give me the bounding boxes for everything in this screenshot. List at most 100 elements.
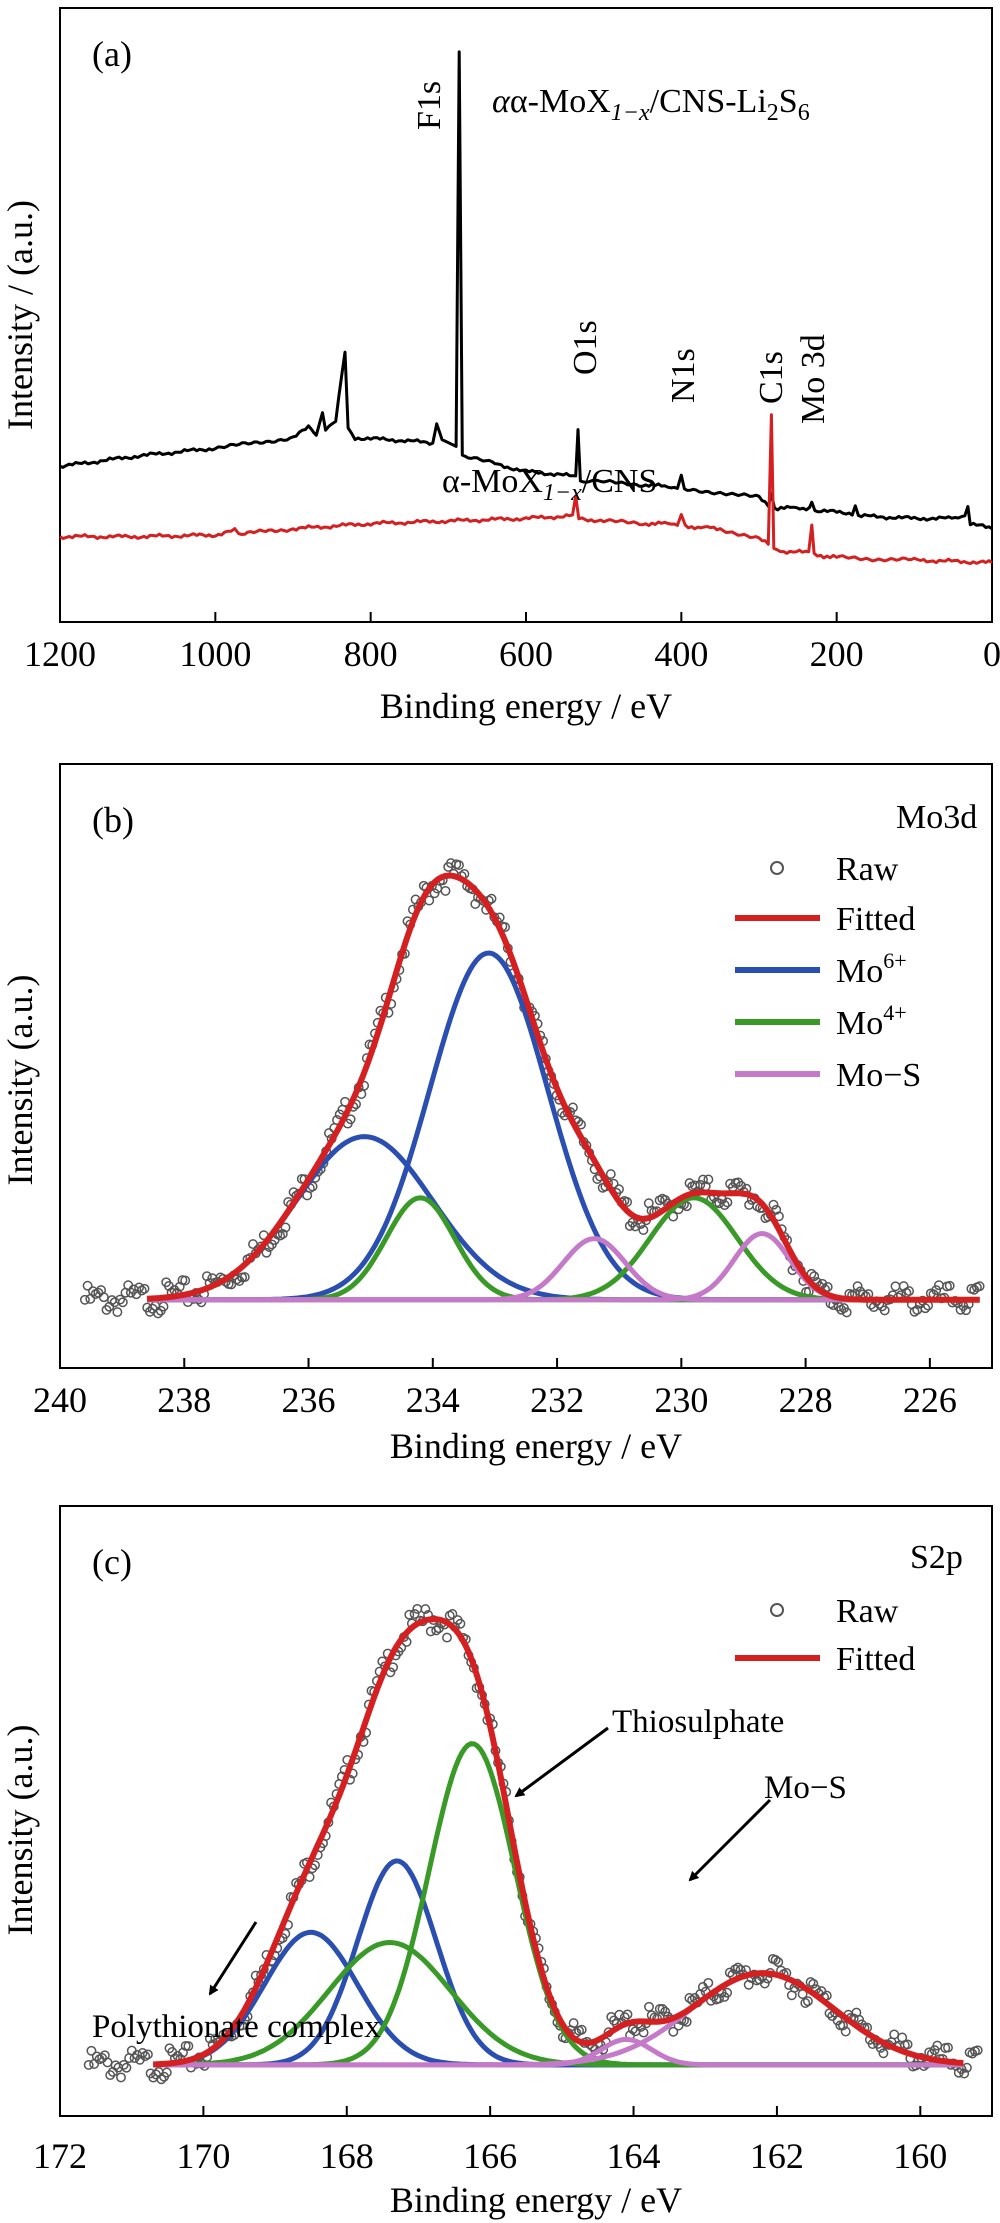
panel-b-title: Mo3d [896,799,977,836]
raw-point [79,1294,90,1305]
raw-point [736,1180,746,1191]
raw-point [802,1996,813,2007]
raw-point [967,2048,978,2059]
raw-point [412,1603,423,1614]
panel-c-frame [59,1505,993,2117]
panel-b-x-tick-label: 238 [157,1380,211,1420]
raw-point [890,1281,901,1292]
panel-a-x-tick-label: 600 [499,634,553,674]
panel-c-legend: Raw Fitted [735,1593,915,1678]
fitted-curve [146,872,980,1303]
raw-point [568,2018,579,2029]
raw-point [118,2059,129,2070]
raw-point [277,1228,288,1239]
raw-point [944,1280,955,1291]
raw-point [429,888,440,899]
raw-point [822,1281,833,1292]
raw-point [115,1294,126,1305]
raw-point [261,1247,272,1258]
panel-b-x-ticks: 240 238 236 234 232 230 228 226 [33,1358,957,1420]
legend-mo4-label: Mo4+ [836,1000,907,1042]
raw-point [904,1286,915,1297]
peak-label-f1s: F1s [411,81,448,130]
raw-point [695,1179,706,1190]
raw-point [841,1307,852,1318]
panel-c-x-tick-label: 172 [33,2136,87,2176]
legend-raw-label: Raw [836,1593,899,1630]
raw-point [703,1174,714,1185]
raw-point [83,2059,94,2070]
raw-point [838,2020,848,2031]
raw-point [239,1272,250,1283]
panel-a-x-axis-title: Binding energy / eV [380,686,672,726]
raw-point [486,893,497,904]
panel-c-x-ticks: 172 170 168 166 164 162 160 [33,2106,947,2176]
raw-point [440,885,451,896]
raw-point [622,2009,633,2020]
raw-point [668,2026,679,2037]
raw-point [82,1280,93,1291]
legend-mo6-label: Mo6+ [836,948,907,990]
panel-c-x-tick-label: 170 [176,2136,230,2176]
panel-a-x-tick-label: 800 [344,634,398,674]
legend-mos-label: Mo−S [836,1057,921,1094]
peak-label-c1s: C1s [753,351,790,404]
raw-point [226,1279,237,1290]
raw-point [139,1283,150,1294]
raw-point [961,2062,972,2073]
raw-point [689,1180,700,1191]
raw-point [879,1305,890,1316]
panel-b-frame [59,763,993,1369]
component-curve-mo-s [147,1236,980,1303]
raw-point [442,1632,452,1643]
panel-b-plot [79,858,985,1319]
panel-c-x-tick-label: 164 [607,2136,661,2176]
peak-label-n1s: N1s [665,348,702,403]
panel-c-plot [83,1603,983,2085]
arrow-polythionate [208,1921,258,1996]
panel-c-title: S2p [910,1539,963,1576]
raw-point [724,1967,735,1978]
series-line-mox-cns [59,413,993,566]
panel-a-x-tick-label: 400 [654,634,708,674]
raw-point [180,1275,191,1286]
raw-point [86,2045,97,2056]
raw-point [832,2015,843,2026]
raw-point [681,1201,692,1212]
panel-b-label: (b) [92,800,134,840]
panel-a-x-tick-label: 0 [983,634,1000,674]
raw-point [959,2068,970,2079]
raw-point [759,1978,770,1989]
raw-point [854,2014,865,2025]
raw-point [972,2045,983,2056]
raw-point [614,1184,624,1195]
peak-label-o1s: O1s [567,320,604,375]
panel-b-x-tick-label: 234 [406,1380,460,1420]
component-curve-thiosulphate [153,1939,964,2068]
annot-polythionate: Polythionate complex [92,2009,381,2045]
raw-point [878,2048,889,2059]
raw-point [770,1954,781,1965]
raw-point [809,1271,820,1282]
panel-b-x-tick-label: 230 [654,1380,708,1420]
raw-point [102,2057,113,2068]
raw-point [112,1307,123,1318]
raw-point [447,1609,458,1619]
panel-c: (c) S2p 172 170 168 166 164 162 160 Binding en… [0,1505,993,2220]
raw-point [771,1204,782,1215]
panel-b-x-tick-label: 228 [779,1380,833,1420]
panel-a-x-tick-label: 1200 [24,634,96,674]
raw-point [654,2004,665,2014]
raw-point [684,1993,695,2003]
raw-point [248,1239,258,1250]
legend-raw-label: Raw [836,851,899,888]
raw-point [101,1304,112,1315]
component-curve-mo6- [146,1134,980,1303]
raw-point [117,1297,128,1308]
panel-c-x-tick-label: 168 [320,2136,374,2176]
raw-point [98,1292,109,1303]
raw-point [280,1222,291,1233]
raw-point [920,1303,931,1314]
raw-point [722,1197,733,1208]
